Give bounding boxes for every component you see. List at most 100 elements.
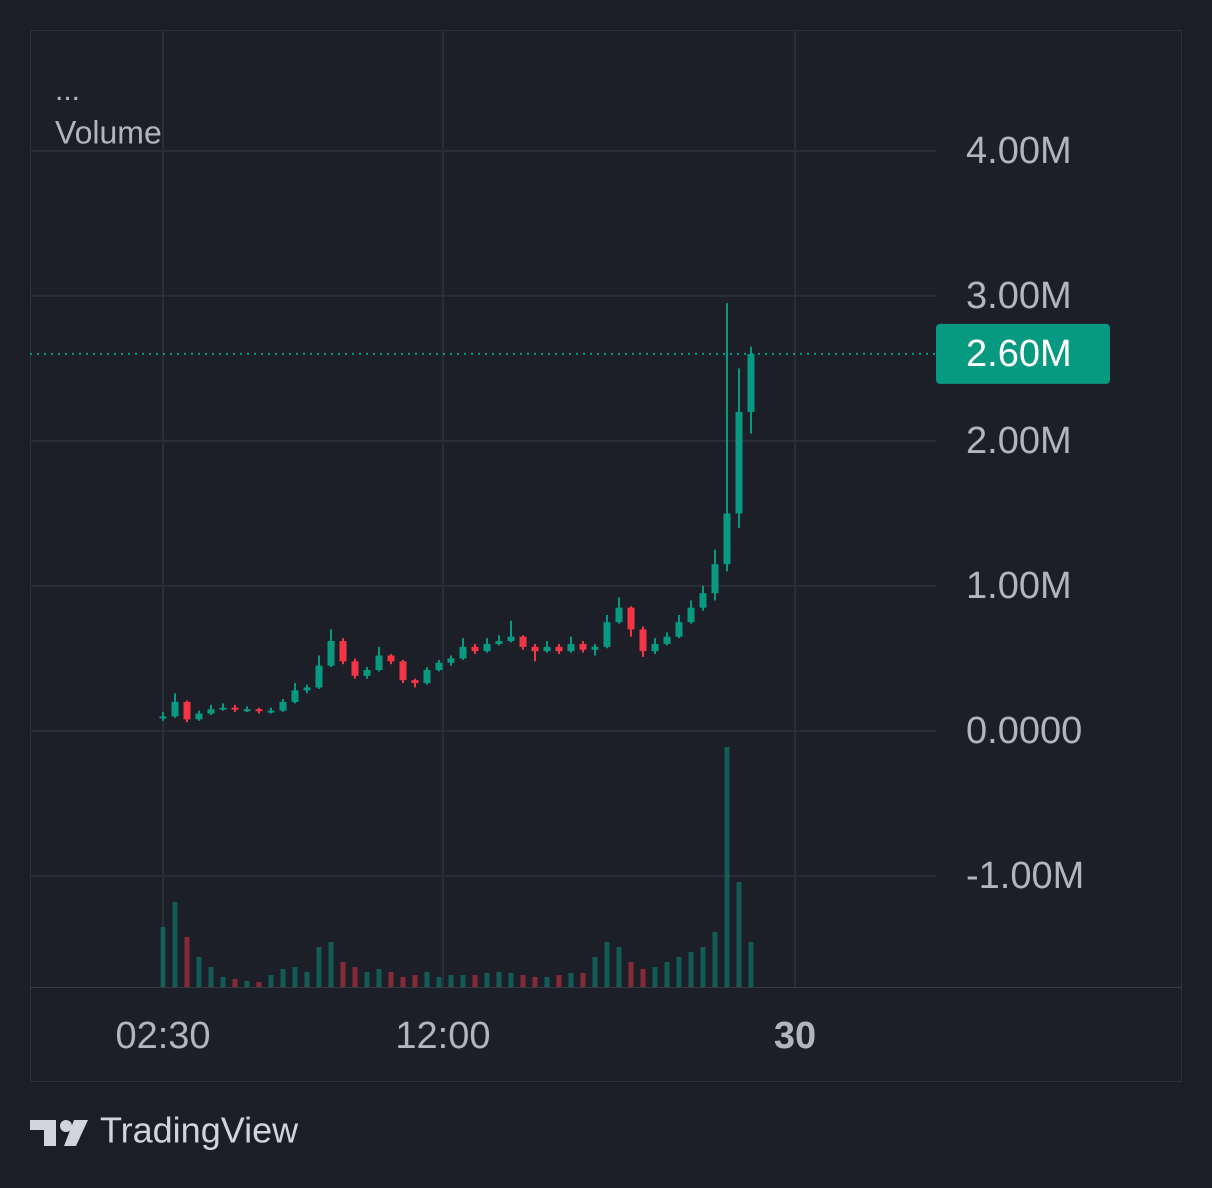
candle-body — [303, 687, 311, 691]
marks — [30, 303, 936, 987]
candle-body — [219, 707, 227, 710]
volume-bar — [424, 972, 430, 987]
candle-body — [267, 710, 275, 713]
candle-body — [435, 662, 443, 671]
volume-bar — [604, 942, 610, 987]
candle-body — [159, 716, 167, 719]
candle-body — [711, 564, 719, 594]
candle-body — [699, 593, 707, 608]
volume-bar — [316, 947, 322, 987]
volume-bar — [184, 937, 190, 987]
volume-bar — [484, 973, 490, 987]
volume-bar — [400, 977, 406, 987]
candle-body — [567, 643, 575, 652]
volume-bar — [532, 977, 538, 987]
candle-body — [351, 661, 359, 676]
candle-body — [615, 607, 623, 623]
volume-bar — [448, 975, 454, 987]
candle-body — [171, 701, 179, 717]
candle-body — [663, 636, 671, 644]
chart-panel — [30, 30, 1182, 1082]
candle-body — [339, 641, 347, 662]
candle-body — [327, 641, 335, 666]
volume-bar — [748, 942, 754, 987]
candle-body — [447, 658, 455, 663]
volume-bar — [724, 747, 730, 987]
volume-bar — [544, 977, 550, 987]
volume-bar — [436, 977, 442, 987]
volume-bar — [580, 973, 586, 987]
candle-body — [687, 607, 695, 623]
candle-body — [411, 680, 419, 684]
candle-body — [675, 622, 683, 637]
candle-body — [543, 646, 551, 652]
volume-bar — [652, 967, 658, 987]
volume-bar — [712, 932, 718, 987]
volume-bar — [568, 973, 574, 987]
x-tick-label: 30 — [774, 1015, 816, 1057]
volume-bar — [664, 962, 670, 987]
candle-body — [459, 646, 467, 659]
legend-menu[interactable]: ... — [55, 74, 80, 107]
volume-bar — [196, 957, 202, 987]
candle-body — [291, 690, 299, 702]
volume-bar — [304, 972, 310, 987]
volume-bar — [628, 962, 634, 987]
volume-bar — [280, 969, 286, 987]
candle-body — [519, 636, 527, 647]
volume-bar — [388, 972, 394, 987]
candle-body — [495, 641, 503, 644]
candle-body — [231, 707, 239, 710]
candle-body — [183, 701, 191, 720]
candle-body — [579, 643, 587, 650]
volume-bar — [208, 967, 214, 987]
candle-body — [639, 629, 647, 652]
volume-bar — [412, 975, 418, 987]
candle-body — [591, 646, 599, 650]
candle-body — [279, 701, 287, 711]
volume-bar — [496, 972, 502, 987]
volume-bar — [232, 979, 238, 987]
branding: TradingView — [100, 1110, 299, 1151]
candle-body — [603, 622, 611, 647]
candle-body — [723, 513, 731, 565]
volume-bar — [268, 975, 274, 987]
candle-body — [483, 643, 491, 652]
candle-body — [651, 643, 659, 652]
candle-body — [387, 655, 395, 662]
labels: -1.00M 0.0000 1.00M 2.00M 3.00M 4.00M 02:30 12:… — [115, 130, 1110, 1057]
volume-bar — [376, 969, 382, 987]
y-tick-label: 4.00M — [966, 130, 1072, 172]
candle-body — [507, 636, 515, 642]
last-price-label: 2.60M — [966, 333, 1072, 375]
volume-bar — [364, 972, 370, 987]
candle-body — [315, 665, 323, 688]
candle-body — [627, 607, 635, 630]
logo — [30, 1120, 88, 1146]
candle-body — [207, 709, 215, 714]
volume-bar — [520, 975, 526, 987]
volume-bar — [472, 975, 478, 987]
volume-bar — [328, 942, 334, 987]
volume-bar — [256, 982, 262, 987]
volume-bar — [700, 947, 706, 987]
volume-bar — [244, 981, 250, 987]
volume-bar — [292, 967, 298, 987]
candle-body — [471, 646, 479, 652]
volume-bar — [676, 957, 682, 987]
volume-bar — [508, 973, 514, 987]
x-tick-label: 02:30 — [115, 1015, 210, 1057]
grid — [30, 30, 936, 987]
candle-body — [195, 713, 203, 720]
volume-bar — [460, 975, 466, 987]
candle-body — [423, 670, 431, 684]
volume-bar — [220, 977, 226, 987]
volume-bar — [616, 947, 622, 987]
y-tick-label: 0.0000 — [966, 710, 1082, 752]
y-tick-label: 2.00M — [966, 420, 1072, 462]
volume-bar — [352, 967, 358, 987]
candle-body — [555, 646, 563, 652]
volume-bar — [340, 962, 346, 987]
